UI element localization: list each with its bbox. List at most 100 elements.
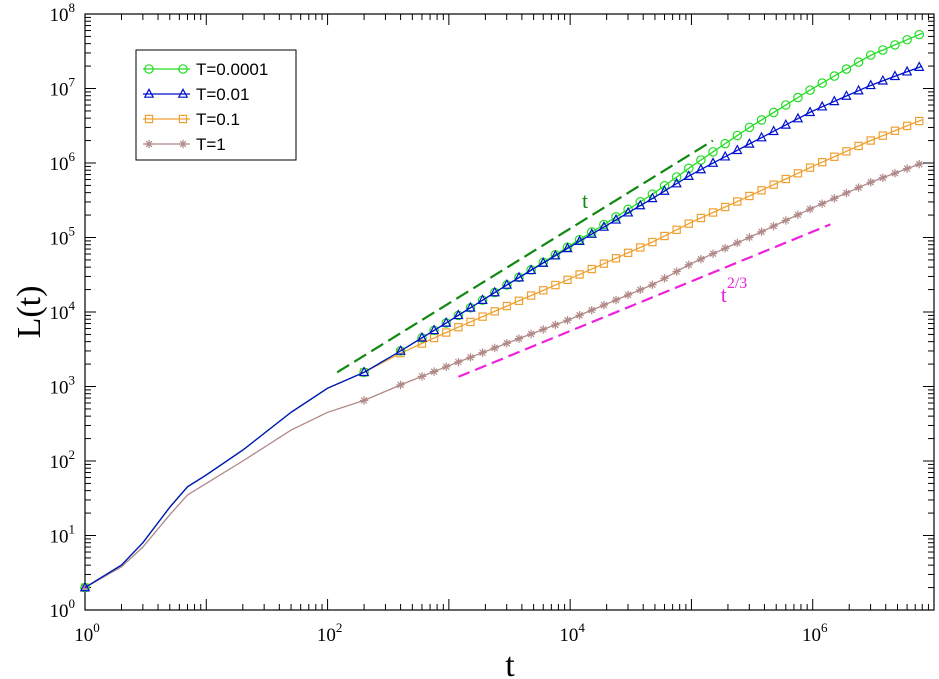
marker-star [623,290,633,300]
marker-square [575,270,584,279]
marker-triangle [465,301,476,312]
marker-square [902,121,912,131]
marker-circle [144,64,154,74]
marker-star [502,339,512,348]
marker-star-stroke [673,268,681,275]
marker-triangle [647,192,658,203]
marker-star [830,194,839,203]
marker-circle [841,64,852,74]
marker-star-stroke [430,368,438,375]
marker-star-stroke [360,397,368,404]
marker-square [672,225,681,235]
marker-triangle [416,331,428,342]
marker-circle [720,138,730,149]
marker-triangle [477,294,488,304]
marker-star-stroke [624,291,632,299]
marker-star [672,267,681,276]
marker-star [793,210,803,219]
marker-star-stroke [564,316,571,324]
legend-label: T=0.0001 [196,60,268,79]
marker-star [526,329,536,339]
marker-star [429,367,439,376]
marker-square [842,147,851,156]
marker-triangle [513,271,525,282]
marker-star [575,311,584,320]
marker-square [551,280,560,290]
marker-star-stroke [649,281,656,289]
marker-triangle [562,242,573,253]
marker-star-stroke [527,330,535,338]
marker-star-stroke [830,194,838,202]
y-tick-label: 102 [50,447,76,473]
marker-star-stroke [843,189,850,197]
marker-square [854,141,863,151]
marker-star-stroke [491,344,499,352]
legend-label: T=0.1 [196,110,240,129]
marker-triangle [756,131,767,142]
marker-triangle [622,206,634,217]
marker-square [454,323,463,332]
marker-triangle [79,581,91,592]
marker-triangle [889,70,901,81]
marker-star [466,353,475,362]
marker-square [611,254,621,263]
marker-triangle [865,79,876,90]
marker-star [144,139,154,149]
marker-triangle [441,316,452,327]
marker-star [417,372,427,381]
marker-star [490,343,499,353]
y-tick-label: 106 [50,149,76,175]
marker-star-stroke [552,321,559,329]
marker-star [551,320,560,330]
marker-triangle [914,61,925,72]
marker-circle [178,64,188,74]
marker-square [502,301,512,311]
marker-star-stroke [758,228,765,236]
marker-circle [902,34,912,45]
marker-triangle [877,74,889,85]
marker-circle [865,50,876,60]
marker-square [514,296,524,306]
guide-line [458,223,831,378]
marker-triangle [707,157,719,167]
marker-star [611,295,621,305]
marker-star [854,183,863,192]
marker-star [359,396,369,405]
marker-star [720,244,730,253]
marker-star [454,357,463,367]
marker-square [539,286,548,295]
marker-star-stroke [515,335,523,343]
marker-square [781,174,791,184]
marker-square [757,186,766,195]
marker-star [648,280,657,289]
x-tick-label: 104 [559,620,585,646]
marker-square [708,208,718,217]
marker-star [514,334,524,343]
marker-square [745,191,754,201]
marker-star-stroke [588,306,596,314]
marker-star-stroke [903,165,911,173]
marker-square [478,312,487,321]
marker-square [805,163,815,172]
x-tick-label: 102 [317,620,343,646]
marker-square [442,328,451,337]
marker-star [539,325,548,334]
marker-star-stroke [612,296,620,304]
marker-star [733,238,742,248]
marker-star-stroke [721,244,729,252]
marker-star-stroke [600,301,608,309]
marker-triangle [525,264,537,275]
marker-star-stroke [397,381,404,389]
marker-triangle [635,199,646,210]
marker-star-stroke [636,286,644,294]
y-tick-label: 100 [50,596,76,622]
marker-star [757,227,766,236]
marker-star [696,254,706,264]
marker-square [178,114,188,124]
marker-star [878,173,888,182]
marker-star-stroke [179,140,187,148]
marker-triangle [177,88,189,98]
marker-star-stroke [661,274,668,282]
marker-star [890,169,900,178]
marker-triangle [453,309,464,320]
